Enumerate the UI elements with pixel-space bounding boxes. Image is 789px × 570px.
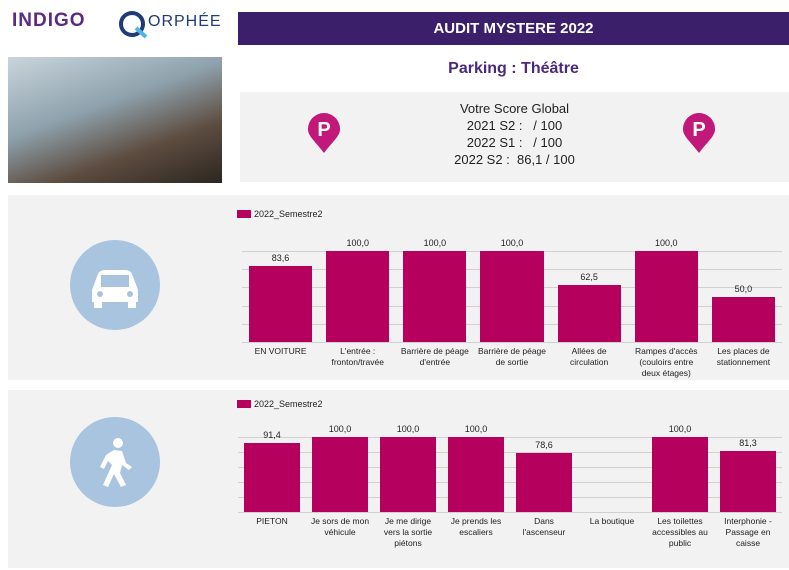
grid-line — [238, 467, 782, 468]
x-tick-label: La boutique — [589, 516, 635, 526]
x-tick-label: Barrière de péage d'entrée — [400, 346, 469, 367]
x-tick-label: Les toilettes accessibles au public — [652, 516, 708, 548]
legend: 2022_Semestre2 — [237, 399, 323, 409]
title: AUDIT MYSTERE 2022 — [433, 20, 594, 37]
legend-label: 2022_Semestre2 — [254, 399, 323, 409]
x-tick-label: Dans l'ascenseur — [522, 516, 566, 537]
x-tick-label: Je prends les escaliers — [450, 516, 502, 537]
data-label: 100,0 — [668, 424, 692, 434]
score-line: 2022 S1 : / 100 — [466, 135, 563, 150]
partner: ORPHÉE — [148, 13, 222, 30]
bar — [480, 251, 544, 342]
bar — [248, 265, 313, 342]
x-tick-label: Rampes d'accès (couloirs entre deux étag… — [634, 346, 698, 378]
bar — [711, 296, 776, 342]
bar — [652, 437, 708, 512]
bar — [634, 251, 698, 342]
svg-text:P: P — [317, 119, 330, 141]
score-line: 2022 S2 : 86,1 / 100 — [454, 152, 575, 167]
legend: 2022_Semestre2 — [237, 209, 323, 219]
grid-line — [238, 497, 782, 498]
score-text: Votre Score Global 2021 S2 : / 100 2022 S1… — [240, 100, 789, 168]
x-tick-label: Barrière de péage de sortie — [477, 346, 547, 367]
legend-swatch — [237, 210, 251, 218]
data-label: 100,0 — [346, 238, 369, 248]
bar — [326, 251, 390, 342]
legend-label: 2022_Semestre2 — [254, 209, 323, 219]
grid-line — [238, 452, 782, 453]
svg-text:P: P — [692, 119, 705, 141]
grid-line — [238, 482, 782, 483]
bar — [557, 285, 621, 342]
score-box: Votre Score Global 2021 S2 : / 100 2022 S1… — [240, 92, 789, 182]
score-line: 2021 S2 : / 100 — [466, 118, 563, 133]
bar — [403, 251, 467, 342]
x-tick-label: EN VOITURE — [254, 346, 307, 356]
data-label: 100,0 — [500, 238, 524, 248]
data-label: 62,5 — [580, 272, 598, 283]
subtitle: Parking : Théâtre — [448, 60, 579, 77]
x-tick-label: Interphonie - Passage en caisse — [724, 516, 772, 548]
grid-line — [238, 512, 782, 513]
grid-line — [238, 437, 782, 438]
pedestrian-icon — [70, 417, 160, 507]
brand: INDIGO — [12, 10, 86, 31]
legend-swatch — [237, 400, 251, 408]
bar — [312, 437, 368, 512]
data-label: 100,0 — [328, 424, 352, 434]
parking-icon: P — [683, 113, 715, 153]
x-tick-label: PIETON — [256, 516, 288, 526]
data-label: 78,6 — [535, 440, 553, 451]
photo — [8, 57, 222, 183]
data-label: 100,0 — [396, 424, 420, 434]
data-label: 100,0 — [655, 238, 678, 248]
x-tick-label: L'entrée : fronton/travée — [331, 346, 384, 367]
title-bar: AUDIT MYSTERE 2022 — [238, 12, 789, 45]
bar — [516, 453, 572, 512]
data-label: 81,3 — [739, 438, 757, 449]
bar — [380, 437, 436, 512]
bar — [448, 437, 504, 512]
bar — [244, 443, 300, 512]
data-label: 100,0 — [423, 238, 447, 248]
x-tick-label: Les places de stationnement — [716, 346, 771, 367]
grid-line — [242, 342, 782, 343]
bar — [720, 451, 776, 512]
data-label: 100,0 — [464, 424, 488, 434]
parking-icon: P — [308, 113, 340, 153]
x-tick-label: Je me dirige vers la sortie piétons — [383, 516, 433, 548]
data-label: 83,6 — [271, 252, 290, 263]
x-tick-label: Je sors de mon véhicule — [310, 516, 370, 537]
x-tick-label: Allées de circulation — [569, 346, 609, 367]
data-label: 91,4 — [263, 430, 281, 441]
score-heading: Votre Score Global — [459, 101, 570, 116]
data-label: 50,0 — [734, 283, 753, 294]
partner-logo — [119, 11, 148, 39]
car-icon — [70, 240, 160, 330]
